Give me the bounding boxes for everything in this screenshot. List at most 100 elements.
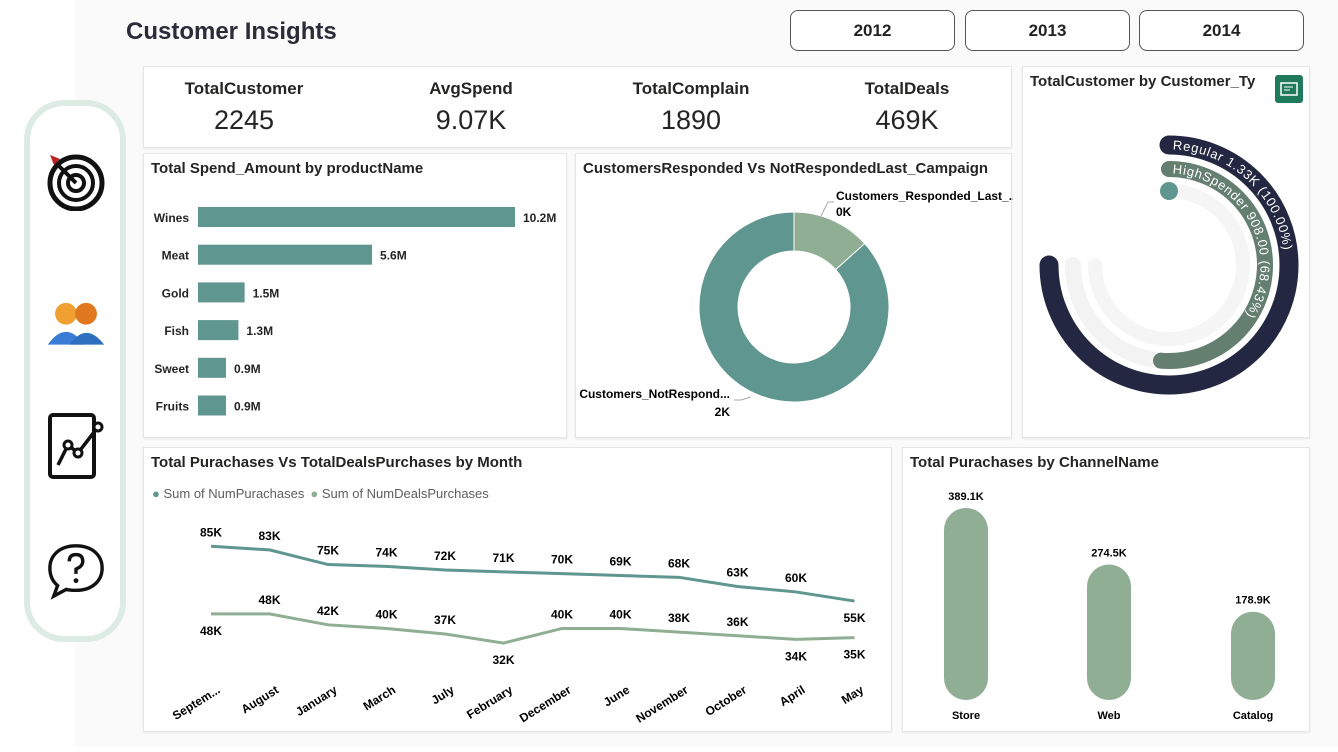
bar-category-label: Wines	[154, 211, 190, 225]
legend-item[interactable]: ● Sum of NumDealsPurchases	[310, 486, 489, 501]
kpi-total-deals: TotalDeals 469K	[807, 79, 1007, 136]
x-axis-label: May	[839, 682, 866, 706]
chart-title: Total Purachases by ChannelName	[910, 454, 1159, 471]
x-axis-label: October	[703, 683, 750, 719]
slice-name-label: Customers_Responded_Last_...	[836, 189, 1013, 203]
purchases-line-chart: 85K 83K 75K 74K 72K 71K 70K 69K 68K 63K 60K 55K 48K 4…	[170, 525, 866, 725]
year-button-2013[interactable]: 2013	[965, 10, 1130, 51]
data-label: 42K	[317, 604, 339, 618]
data-label: 48K	[258, 593, 280, 607]
leader-line	[734, 396, 752, 401]
chart-report-icon[interactable]	[46, 411, 106, 481]
ring-track	[1088, 184, 1250, 346]
kpi-label: TotalDeals	[864, 79, 950, 98]
response-donut-chart: Customers_Responded_Last_... 0K Customers_…	[579, 189, 1013, 419]
bar-data-label: 1.3M	[246, 324, 273, 338]
kpi-value: 9.07K	[435, 105, 507, 135]
bar-data-label: 0.9M	[234, 400, 261, 414]
spend-bar-chart: Wines 10.2M Meat 5.6M Gold 1.5M Fish 1.3M Sweet 0…	[154, 207, 556, 416]
x-axis-label: March	[361, 683, 398, 714]
legend-item[interactable]: ● Sum of NumPurachases	[152, 486, 305, 501]
bar	[198, 282, 245, 303]
data-label: 71K	[492, 551, 514, 565]
data-label: 63K	[726, 565, 748, 579]
x-axis-label: February	[464, 683, 515, 722]
chart-title: Total Spend_Amount by productName	[151, 160, 424, 177]
data-label: 40K	[375, 607, 397, 621]
year-button-2014[interactable]: 2014	[1139, 10, 1304, 51]
series-line	[211, 612, 855, 645]
bar-data-label: 5.6M	[380, 249, 407, 263]
slice-value-label: 2K	[715, 405, 731, 419]
kpi-label: AvgSpend	[429, 79, 513, 98]
x-axis-label: April	[777, 683, 808, 709]
page-title: Customer Insights	[126, 18, 337, 45]
x-axis-label: December	[517, 682, 574, 725]
data-label: 72K	[434, 549, 456, 563]
x-axis-label: January	[293, 683, 340, 719]
data-label: 75K	[317, 544, 339, 558]
bar	[1231, 611, 1275, 700]
leader-line	[820, 201, 834, 217]
x-axis-label: Catalog	[1233, 710, 1273, 722]
slice-value-label: 0K	[836, 205, 852, 219]
series-line	[210, 544, 855, 603]
data-label: 55K	[843, 611, 865, 625]
bar	[198, 207, 515, 227]
data-label: 32K	[492, 653, 514, 667]
kpi-value: 469K	[875, 105, 939, 135]
smart-narrative-icon[interactable]	[1275, 75, 1303, 103]
data-label: 40K	[551, 607, 573, 621]
bar-data-label: 0.9M	[234, 362, 261, 376]
bar	[198, 395, 226, 416]
kpi-value: 1890	[660, 105, 722, 135]
bar-data-label: 1.5M	[253, 286, 280, 300]
chart-title: Total Purachases Vs TotalDealsPurchases …	[151, 454, 523, 471]
data-label: 68K	[668, 556, 690, 570]
spend-by-product-card: Total Spend_Amount by productName Wines 1…	[143, 153, 567, 438]
bar	[1087, 564, 1131, 700]
target-icon[interactable]	[46, 146, 106, 216]
bar-category-label: Meat	[162, 249, 189, 263]
legend-label: Sum of NumPurachases	[163, 486, 305, 501]
sidebar-nav	[24, 100, 126, 642]
purchases-by-channel-card: Total Purachases by ChannelName 389.1K St…	[902, 447, 1310, 732]
bar-category-label: Sweet	[154, 362, 189, 376]
bar-data-label: 389.1K	[948, 491, 984, 503]
bar-category-label: Fish	[164, 324, 189, 338]
bar-category-label: Gold	[162, 286, 189, 300]
data-label: 70K	[551, 553, 573, 567]
kpi-avg-spend: AvgSpend 9.07K	[371, 79, 571, 136]
data-label: 85K	[200, 525, 222, 539]
kpi-total-complain: TotalComplain 1890	[591, 79, 791, 136]
chart-title: CustomersResponded Vs NotRespondedLast_C…	[583, 160, 989, 177]
kpi-card: TotalCustomer 2245 AvgSpend 9.07K TotalCom…	[143, 66, 1012, 148]
bar	[198, 320, 239, 341]
year-button-2012[interactable]: 2012	[790, 10, 955, 51]
bar-category-label: Fruits	[156, 400, 190, 414]
bar	[198, 357, 226, 378]
bar-data-label: 178.9K	[1235, 595, 1271, 607]
line-legend: ● Sum of NumPurachases ● Sum of NumDeals…	[152, 486, 489, 501]
ring-bar	[1153, 161, 1273, 369]
data-label: 38K	[668, 611, 690, 625]
bar-data-label: 10.2M	[523, 211, 556, 225]
donut-slice	[698, 211, 890, 403]
users-icon[interactable]	[46, 286, 106, 356]
x-axis-label: November	[633, 682, 690, 725]
ring-marker	[1160, 182, 1178, 200]
help-icon[interactable]	[46, 536, 106, 606]
data-label: 74K	[375, 545, 397, 559]
customer-type-card: TotalCustomer by Customer_Ty Regular 1.3…	[1022, 66, 1310, 438]
customer-type-radial-chart: Regular 1.33K (100.00%)HighSpender 908.0…	[1039, 135, 1299, 395]
x-axis-label: Store	[952, 710, 980, 722]
x-axis-label: Web	[1097, 710, 1120, 722]
data-label: 35K	[843, 648, 865, 662]
slice-name-label: Customers_NotRespond...	[579, 387, 730, 401]
purchases-by-month-card: Total Purachases Vs TotalDealsPurchases …	[143, 447, 892, 732]
kpi-label: TotalComplain	[632, 79, 750, 98]
data-label: 40K	[609, 607, 631, 621]
campaign-response-card: CustomersResponded Vs NotRespondedLast_C…	[575, 153, 1013, 438]
bar-data-label: 274.5K	[1091, 548, 1127, 560]
x-axis-label: June	[601, 683, 632, 710]
